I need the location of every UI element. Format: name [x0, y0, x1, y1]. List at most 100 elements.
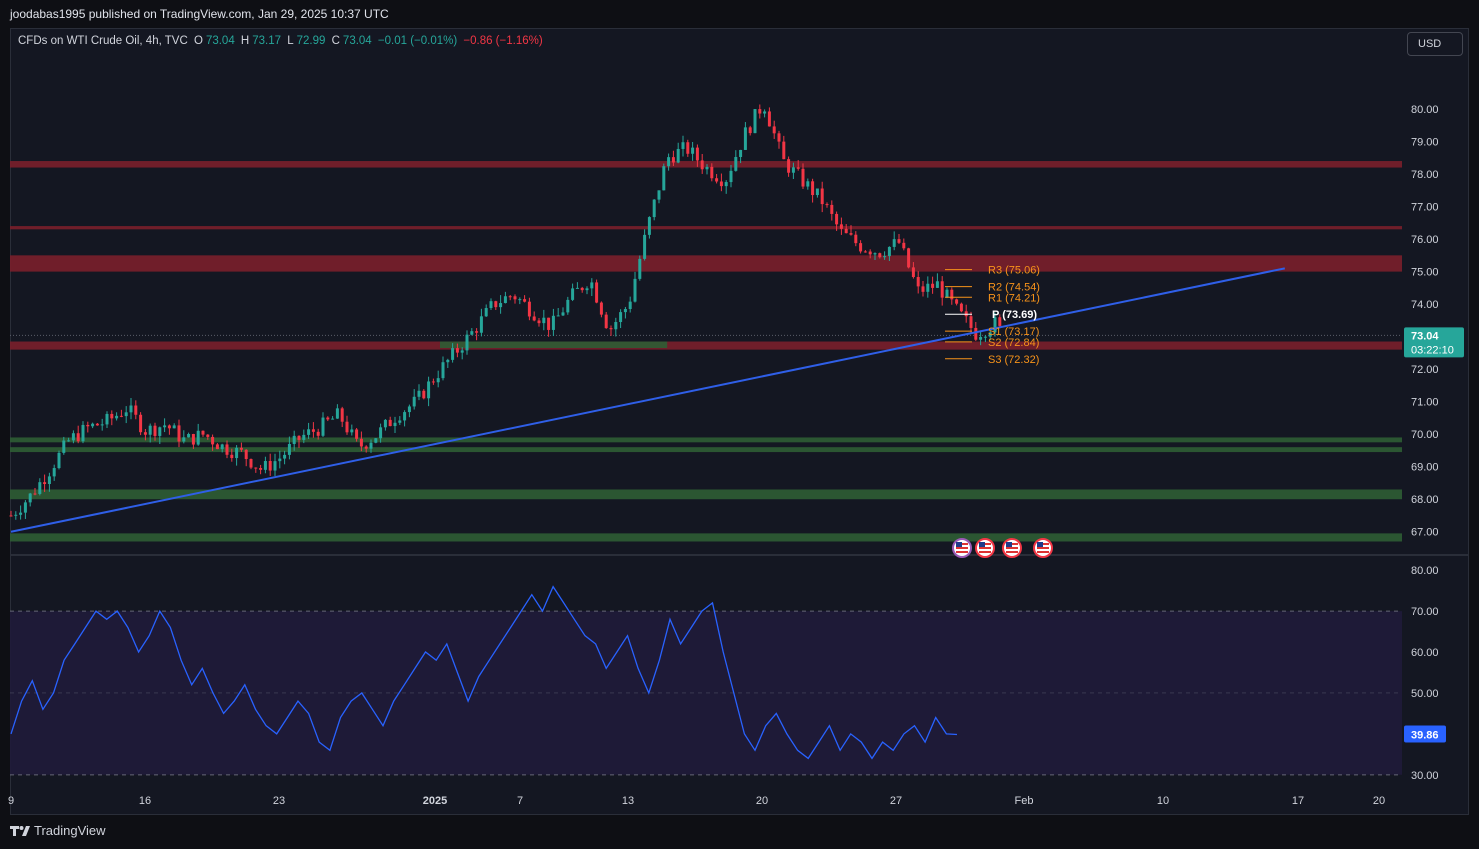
candle-body — [182, 437, 186, 442]
y-tick-label: 68.00 — [1411, 494, 1439, 506]
candle-body — [105, 413, 109, 425]
candle-body — [710, 166, 714, 179]
zone-support-7 — [10, 489, 1402, 500]
candle-body — [187, 434, 191, 438]
candle-body — [134, 405, 138, 415]
candle-body — [887, 246, 891, 257]
candle-body — [91, 423, 95, 427]
us-flag-icon[interactable] — [1002, 538, 1022, 558]
candle-body — [835, 213, 839, 225]
candle-body — [326, 417, 330, 420]
candle-body — [86, 424, 90, 427]
candle-body — [407, 406, 411, 413]
candle-body — [369, 442, 373, 449]
candle-body — [470, 331, 474, 335]
candle-body — [734, 157, 738, 171]
candle-body — [892, 239, 896, 247]
us-flag-icon[interactable] — [952, 538, 972, 558]
candle-body — [849, 233, 853, 235]
candle-body — [681, 142, 685, 149]
candle-body — [945, 289, 949, 298]
candle-body — [148, 425, 152, 435]
candle-body — [388, 419, 392, 427]
candle-body — [993, 317, 997, 333]
candle-body — [249, 459, 253, 468]
candle-body — [484, 308, 488, 317]
high-label: H — [240, 35, 250, 47]
candle-body — [479, 316, 483, 333]
rsi-layer — [10, 585, 958, 760]
y-tick-label: 79.00 — [1411, 137, 1439, 149]
candle-body — [551, 315, 555, 330]
candle-body — [71, 433, 75, 441]
candle-body — [124, 412, 128, 417]
rsi-tick-label: 60.00 — [1411, 647, 1439, 659]
candle-body — [883, 256, 887, 258]
candle-body — [959, 303, 963, 312]
candle-body — [244, 449, 248, 460]
candle-body — [599, 302, 603, 315]
x-tick-label: 9 — [8, 795, 14, 807]
candle-body — [307, 429, 311, 435]
candles-layer — [9, 104, 1002, 520]
candle-body — [321, 417, 325, 436]
candle-body — [556, 315, 560, 317]
candle-body — [902, 242, 906, 249]
candle-body — [43, 482, 47, 485]
candle-body — [801, 168, 805, 187]
candle-body — [839, 224, 843, 229]
candle-body — [719, 181, 723, 187]
y-tick-label: 72.00 — [1411, 364, 1439, 376]
y-tick-label: 76.00 — [1411, 234, 1439, 246]
candle-body — [287, 443, 291, 455]
us-flag-icon[interactable] — [975, 538, 995, 558]
candle-body — [907, 248, 911, 268]
candle-body — [254, 467, 258, 469]
candle-body — [700, 160, 704, 170]
candle-body — [412, 396, 416, 407]
candle-body — [758, 109, 762, 114]
candle-body — [292, 435, 296, 444]
candle-body — [393, 422, 397, 427]
us-flag-icon[interactable] — [1033, 538, 1053, 558]
rsi-tick-label: 50.00 — [1411, 688, 1439, 700]
candle-body — [119, 415, 123, 417]
candle-body — [57, 452, 61, 469]
zone-support-4 — [440, 341, 668, 349]
candle-body — [422, 390, 426, 399]
candle-body — [9, 515, 13, 517]
candle-body — [614, 322, 618, 330]
candle-body — [513, 296, 517, 300]
candle-body — [820, 188, 824, 205]
candle-body — [383, 419, 387, 428]
close-label: C — [331, 35, 340, 47]
y-tick-label: 71.00 — [1411, 397, 1439, 409]
candle-body — [350, 429, 354, 433]
candle-body — [676, 148, 680, 163]
candle-body — [571, 288, 575, 300]
low-label: L — [287, 35, 294, 47]
candle-body — [854, 234, 858, 244]
candle-body — [129, 405, 133, 413]
currency-button[interactable]: USD — [1407, 32, 1463, 56]
candle-body — [206, 434, 210, 437]
candle-body — [110, 413, 114, 419]
candle-body — [196, 430, 200, 445]
candle-body — [398, 420, 402, 423]
candle-body — [211, 436, 215, 445]
candle-body — [753, 109, 757, 134]
tradingview-logo[interactable]: TradingView — [10, 823, 106, 838]
zones-layer — [10, 161, 1402, 775]
candle-body — [844, 228, 848, 234]
candle-body — [532, 316, 536, 321]
zone-support-6 — [10, 447, 1402, 453]
change-value: −0.01 (−0.01%) — [377, 35, 458, 47]
candle-body — [643, 234, 647, 259]
candle-body — [359, 438, 363, 447]
candle-body — [172, 425, 176, 429]
y-tick-label: 75.00 — [1411, 267, 1439, 279]
candle-body — [863, 251, 867, 253]
candle-body — [998, 317, 1002, 326]
candle-body — [931, 283, 935, 288]
